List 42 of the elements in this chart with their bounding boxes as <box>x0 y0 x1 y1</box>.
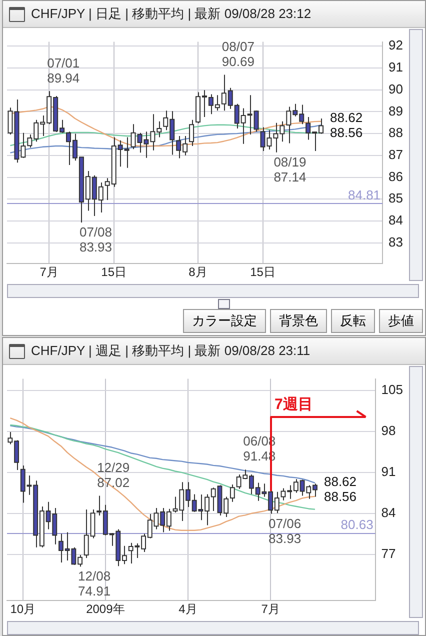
y-tick-label: 90 <box>388 81 404 96</box>
y-tick-label: 91 <box>381 464 396 480</box>
annotation: 88.56 <box>330 124 363 140</box>
ref-line-label: 84.81 <box>348 187 381 202</box>
text: 歩値 <box>379 309 423 333</box>
y-tick-label: 88 <box>388 125 404 140</box>
x-tick-label: 8月 <box>188 265 208 280</box>
y-tick-label: 105 <box>381 382 404 398</box>
y-tick-label: 87 <box>388 147 404 162</box>
annotation: 08/07 90.69 <box>222 38 254 69</box>
y-tick-label: 91 <box>388 60 404 75</box>
annotation: 88.56 <box>324 488 357 504</box>
y-tick-label: 89 <box>388 103 404 118</box>
y-tick-label: 92 <box>388 38 404 53</box>
annotation: 07/08 83.93 <box>79 224 112 255</box>
chart-title: CHF/JPY | 週足 | 移動平均 | 最新 09/08/28 23:11 <box>31 342 310 360</box>
text: カラー設定 <box>183 309 266 333</box>
x-tick-label: 10月 <box>10 602 36 616</box>
annotation: 08/19 87.14 <box>274 154 306 184</box>
chart-title: CHF/JPY | 日足 | 移動平均 | 最新 09/08/28 23:12 <box>31 5 312 23</box>
y-tick-label: 98 <box>381 423 396 438</box>
x-tick-label: 2009年 <box>86 602 125 616</box>
annotation: 88.62 <box>324 474 357 489</box>
annotation: 07/06 83.93 <box>268 516 302 546</box>
annotation: 07/01 89.94 <box>47 55 80 86</box>
text: 背景色 <box>270 309 327 333</box>
y-tick-label: 77 <box>381 546 396 561</box>
annotation: 7週目 <box>274 396 313 414</box>
y-tick-label: 83 <box>388 234 404 250</box>
text: 反転 <box>331 309 375 333</box>
x-tick-label: 15日 <box>250 265 276 280</box>
annotation: 88.62 <box>330 110 363 125</box>
x-tick-label: 4月 <box>178 602 198 616</box>
ref-line-label: 80.63 <box>340 517 374 532</box>
y-tick-label: 86 <box>388 168 404 184</box>
y-tick-label: 85 <box>388 190 404 206</box>
y-tick-label: 84 <box>381 504 396 520</box>
x-tick-label: 15日 <box>101 265 127 280</box>
annotation: 12/08 74.91 <box>78 568 111 599</box>
y-tick-label: 84 <box>388 212 404 228</box>
x-tick-label: 7月 <box>261 602 280 616</box>
x-tick-label: 7月 <box>40 265 58 280</box>
